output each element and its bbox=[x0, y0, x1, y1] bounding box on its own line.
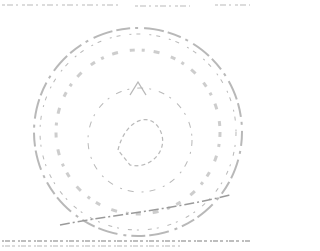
page bbox=[0, 0, 254, 251]
scanned-seal bbox=[0, 0, 254, 251]
